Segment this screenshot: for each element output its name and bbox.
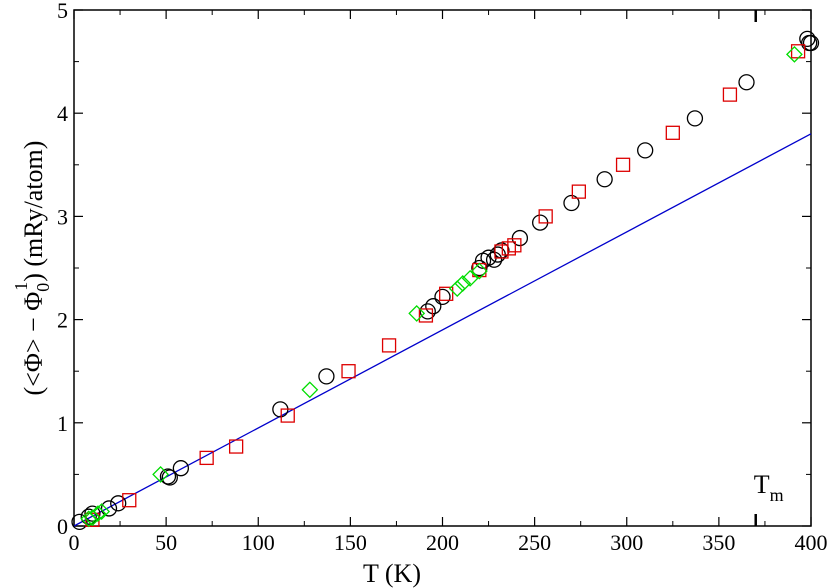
data-point-circle bbox=[419, 303, 436, 320]
data-point-circle bbox=[802, 34, 820, 52]
data-point-circle bbox=[80, 508, 97, 525]
x-tick-label: 400 bbox=[795, 530, 828, 555]
data-point-diamond bbox=[152, 465, 170, 483]
y-tick-label: 2 bbox=[57, 308, 68, 333]
plot-frame bbox=[73, 9, 812, 527]
data-point-square bbox=[199, 450, 214, 466]
data-point-square bbox=[571, 184, 586, 199]
tm-label-sub: m bbox=[770, 485, 784, 505]
data-point-circle bbox=[485, 251, 503, 268]
data-point-square bbox=[439, 286, 454, 301]
data-point-circle bbox=[686, 110, 704, 127]
data-point-circle bbox=[637, 142, 654, 159]
data-point-circle bbox=[161, 469, 178, 486]
x-tick-label: 350 bbox=[702, 530, 735, 555]
x-tick-label: 100 bbox=[242, 530, 275, 555]
y-axis-title: (<Φ> − Φ01) (mRy/atom) bbox=[11, 141, 53, 396]
data-point-circle bbox=[318, 368, 335, 385]
x-axis: 0 50 100 150 200 250 300 350 400 bbox=[69, 10, 828, 555]
fit-line-layer bbox=[73, 133, 812, 527]
data-point-diamond bbox=[454, 275, 472, 292]
y-tick-label: 3 bbox=[57, 204, 68, 229]
data-point-diamond bbox=[93, 503, 111, 520]
data-point-square bbox=[418, 308, 434, 323]
data-point-square bbox=[665, 125, 680, 140]
data-point-square bbox=[280, 408, 295, 423]
data-point-circle bbox=[511, 229, 529, 247]
data-point-square bbox=[341, 364, 356, 379]
data-point-diamond bbox=[470, 262, 488, 280]
tm-label-main: T bbox=[754, 470, 770, 499]
data-point-circle bbox=[159, 468, 177, 485]
data-point-circle bbox=[71, 513, 88, 531]
data-point-diamond bbox=[461, 269, 479, 287]
data-point-circle bbox=[434, 288, 451, 306]
data-point-square bbox=[615, 157, 631, 172]
fit-line bbox=[73, 133, 812, 527]
x-axis-title: T (K) bbox=[363, 559, 421, 588]
data-point-circle bbox=[738, 74, 755, 91]
data-point-square bbox=[538, 209, 553, 224]
data-point-diamond bbox=[448, 280, 466, 298]
y-axis-title-sup: 1 bbox=[11, 282, 31, 291]
data-point-circle bbox=[563, 194, 580, 212]
data-point-diamond bbox=[408, 304, 426, 322]
x-tick-label: 150 bbox=[334, 530, 367, 555]
data-point-circle bbox=[110, 495, 127, 512]
x-tick-label: 50 bbox=[155, 530, 177, 555]
y-tick-label: 0 bbox=[57, 514, 68, 539]
data-point-diamond bbox=[785, 45, 803, 63]
y-axis-title-rest: ) (mRy/atom) bbox=[19, 141, 48, 282]
y-axis-title-main: (<Φ> − Φ bbox=[19, 292, 48, 396]
y-axis-title-sub: 0 bbox=[33, 283, 53, 292]
data-point-circle bbox=[100, 500, 118, 517]
data-point-circle bbox=[471, 259, 488, 277]
data-point-square bbox=[228, 439, 244, 454]
data-point-circle bbox=[172, 460, 190, 477]
data-point-circle bbox=[596, 171, 613, 188]
x-tick-label: 200 bbox=[426, 530, 459, 555]
data-point-square bbox=[507, 238, 522, 253]
x-tick-label: 250 bbox=[518, 530, 551, 555]
y-axis: 0 1 2 3 4 5 bbox=[57, 0, 811, 539]
y-tick-label: 4 bbox=[57, 101, 68, 126]
data-point-circle bbox=[425, 298, 442, 315]
data-point-circle bbox=[84, 505, 101, 522]
x-tick-label: 300 bbox=[610, 530, 643, 555]
tm-label: Tm bbox=[754, 470, 784, 505]
data-point-square bbox=[381, 338, 397, 353]
y-tick-label: 5 bbox=[57, 0, 68, 23]
data-point-square bbox=[501, 241, 516, 256]
y-tick-label: 1 bbox=[57, 411, 68, 436]
data-point-diamond bbox=[301, 381, 319, 399]
data-markers bbox=[71, 30, 820, 531]
data-point-diamond bbox=[89, 505, 107, 523]
data-point-square bbox=[722, 87, 738, 102]
x-tick-label: 0 bbox=[69, 530, 80, 555]
data-point-square bbox=[122, 493, 137, 508]
